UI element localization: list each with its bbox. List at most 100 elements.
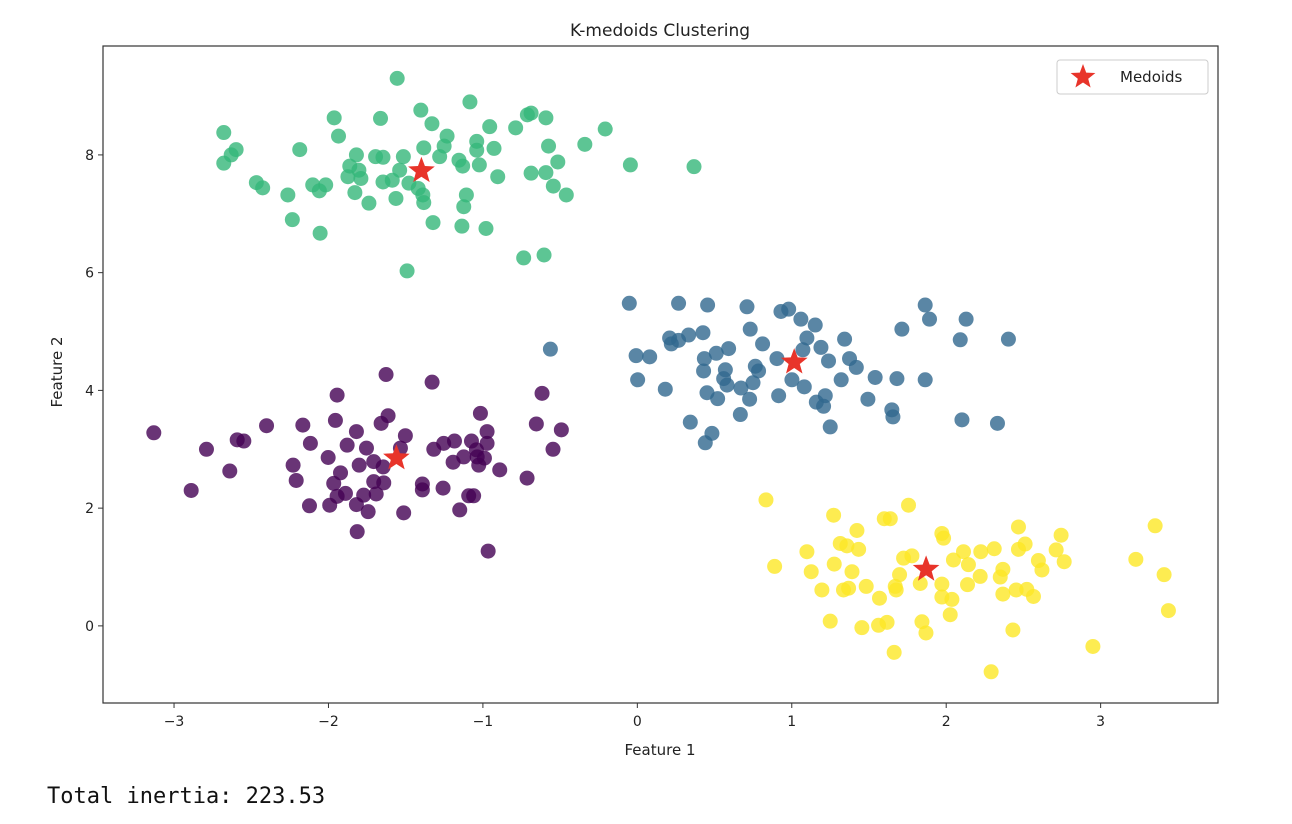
data-point-cluster-3 [1147,518,1163,534]
data-point-cluster-2 [280,187,296,203]
data-point-cluster-2 [456,199,472,215]
data-point-cluster-1 [807,317,823,333]
data-point-cluster-0 [480,543,496,559]
data-point-cluster-0 [479,435,495,451]
data-point-cluster-0 [397,428,413,444]
data-point-cluster-0 [414,482,430,498]
data-point-cluster-1 [771,388,787,404]
data-point-cluster-2 [550,154,566,170]
data-point-cluster-2 [597,121,613,137]
x-axis-label: Feature 1 [625,741,696,759]
data-point-cluster-2 [469,142,485,158]
data-point-cluster-1 [732,407,748,423]
data-point-cluster-3 [912,575,928,591]
data-point-cluster-0 [356,487,372,503]
data-point-cluster-1 [781,301,797,317]
data-point-cluster-2 [538,110,554,126]
data-point-cluster-0 [424,374,440,390]
data-point-cluster-2 [508,120,524,136]
data-point-cluster-0 [472,405,488,421]
data-point-cluster-3 [1156,567,1172,583]
data-point-cluster-0 [349,524,365,540]
data-point-cluster-2 [454,218,470,234]
data-point-cluster-3 [826,507,842,523]
data-point-cluster-0 [466,488,482,504]
data-point-cluster-3 [955,544,971,560]
data-point-cluster-1 [958,311,974,327]
legend-label-medoids: Medoids [1120,68,1183,86]
data-point-cluster-0 [183,482,199,498]
data-point-cluster-2 [545,178,561,194]
data-point-cluster-1 [682,414,698,430]
data-point-cluster-2 [622,157,638,173]
data-point-cluster-2 [478,221,494,236]
medoid-star-icon [408,156,435,183]
data-point-cluster-1 [663,336,679,352]
y-tick-label: 2 [85,501,94,517]
data-point-cluster-0 [446,433,462,449]
data-point-cluster-1 [793,311,809,327]
data-point-cluster-0 [285,457,301,473]
y-axis-label: Feature 2 [48,337,66,408]
data-point-cluster-3 [934,576,950,592]
data-point-cluster-1 [867,369,883,385]
data-point-cluster-0 [326,475,342,491]
data-point-cluster-1 [739,299,755,315]
x-tick-label: 1 [787,714,796,730]
data-point-cluster-2 [389,70,405,86]
data-point-cluster-1 [630,372,646,388]
medoid-star-icon [780,348,808,374]
data-point-cluster-3 [826,556,842,572]
data-point-cluster-3 [841,580,857,596]
data-point-cluster-3 [767,558,783,574]
data-point-cluster-3 [1017,536,1033,552]
data-point-cluster-0 [553,422,569,438]
data-point-cluster-0 [301,498,317,514]
data-point-cluster-0 [329,387,345,403]
data-point-cluster-3 [858,578,874,594]
data-point-cluster-3 [986,541,1002,557]
data-point-cluster-2 [348,147,364,163]
data-point-cluster-2 [416,195,432,211]
data-point-cluster-2 [388,190,404,206]
data-point-cluster-2 [395,149,411,165]
data-point-cluster-2 [292,142,308,158]
y-axis: 0 2 4 6 8 [85,148,103,635]
data-point-cluster-0 [322,497,338,513]
data-point-cluster-0 [320,450,336,466]
data-point-cluster-3 [1056,554,1072,570]
data-point-cluster-3 [1025,588,1041,604]
data-point-cluster-1 [697,435,713,451]
data-point-cluster-0 [479,424,495,440]
data-point-cluster-0 [380,408,396,424]
data-point-cluster-3 [960,577,976,593]
data-point-cluster-1 [751,363,767,379]
data-point-cluster-1 [721,341,737,357]
data-point-cluster-0 [492,462,508,478]
medoid-star-icon [912,555,940,581]
data-point-cluster-0 [222,463,238,479]
data-point-cluster-3 [1008,582,1024,598]
data-point-cluster-0 [327,412,343,428]
data-point-cluster-2 [216,125,232,141]
data-point-cluster-3 [851,541,867,557]
data-point-cluster-0 [360,504,376,520]
data-point-cluster-2 [255,180,271,196]
data-point-cluster-2 [425,215,441,231]
data-point-cluster-0 [348,424,364,440]
data-point-cluster-2 [471,157,487,173]
medoid-star-icon [383,444,410,470]
data-point-cluster-0 [452,502,468,518]
data-point-cluster-3 [995,586,1011,602]
x-tick-label: 0 [633,714,642,730]
data-point-cluster-2 [538,165,554,181]
points-layer [146,70,1176,680]
data-point-cluster-2 [455,158,471,174]
data-point-cluster-1 [671,295,687,311]
data-point-cluster-1 [885,409,901,425]
data-point-cluster-2 [541,138,557,154]
data-point-cluster-1 [710,391,726,407]
data-point-cluster-2 [331,128,347,144]
data-point-cluster-3 [1010,519,1026,535]
data-point-cluster-3 [1048,542,1064,558]
